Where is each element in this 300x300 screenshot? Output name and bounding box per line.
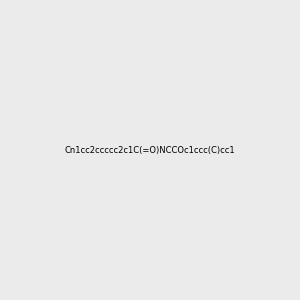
Text: Cn1cc2ccccc2c1C(=O)NCCOc1ccc(C)cc1: Cn1cc2ccccc2c1C(=O)NCCOc1ccc(C)cc1 [65, 146, 235, 154]
